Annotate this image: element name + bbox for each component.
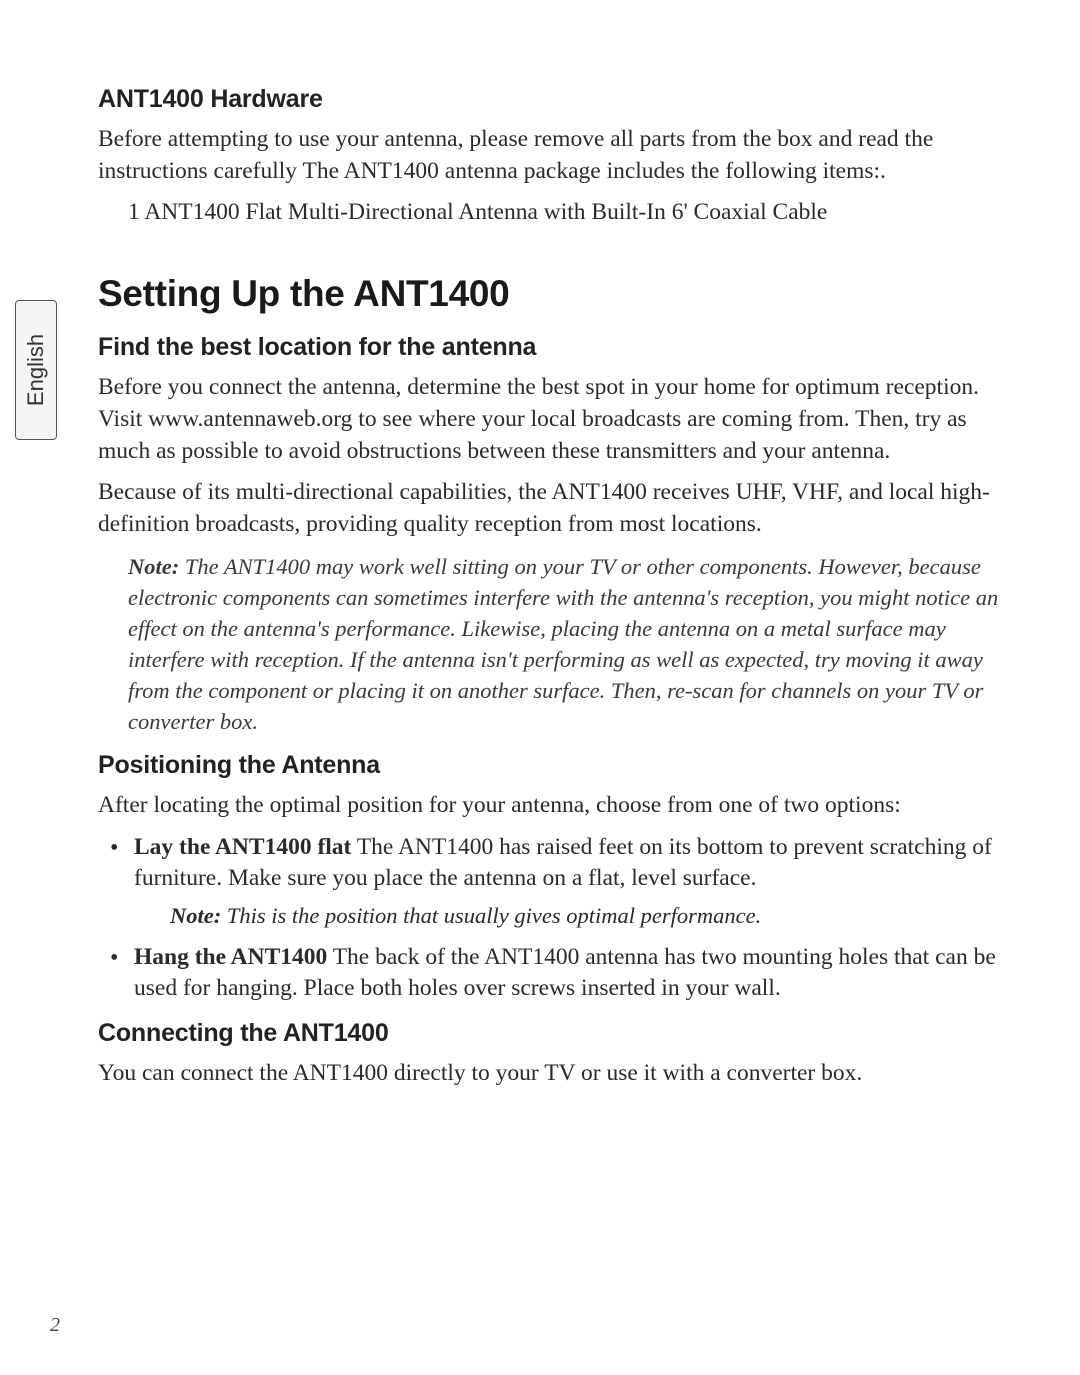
section-location-p1: Before you connect the antenna, determin… [98, 372, 1010, 467]
section-connecting-p1: You can connect the ANT1400 directly to … [98, 1058, 1010, 1090]
list-item: Hang the ANT1400 The back of the ANT1400… [98, 942, 1010, 1005]
note-body: The ANT1400 may work well sitting on you… [128, 554, 998, 734]
page-number: 2 [50, 1314, 60, 1337]
section-location-heading: Find the best location for the antenna [98, 333, 1010, 362]
option-lead: Hang the ANT1400 [134, 944, 327, 970]
section-connecting-heading: Connecting the ANT1400 [98, 1019, 1010, 1048]
section-location-note: Note: The ANT1400 may work well sitting … [128, 551, 1010, 737]
positioning-options-list: Lay the ANT1400 flat The ANT1400 has rai… [98, 832, 1010, 1005]
section-hardware-p1: Before attempting to use your antenna, p… [98, 124, 1010, 187]
section-setup-heading: Setting Up the ANT1400 [98, 273, 1010, 315]
option-note: Note: This is the position that usually … [134, 901, 1010, 931]
section-location-p2: Because of its multi-directional capabil… [98, 477, 1010, 540]
note-body: This is the position that usually gives … [221, 903, 761, 928]
section-positioning-p1: After locating the optimal position for … [98, 790, 1010, 822]
section-hardware-heading: ANT1400 Hardware [98, 85, 1010, 114]
note-label: Note: [128, 554, 179, 579]
list-item: Lay the ANT1400 flat The ANT1400 has rai… [98, 832, 1010, 932]
section-positioning-heading: Positioning the Antenna [98, 751, 1010, 780]
option-lead: Lay the ANT1400 flat [134, 834, 351, 860]
note-label: Note: [170, 903, 221, 928]
page-content: ANT1400 Hardware Before attempting to us… [0, 0, 1080, 1375]
section-hardware-item: 1 ANT1400 Flat Multi-Directional Antenna… [128, 197, 1010, 229]
